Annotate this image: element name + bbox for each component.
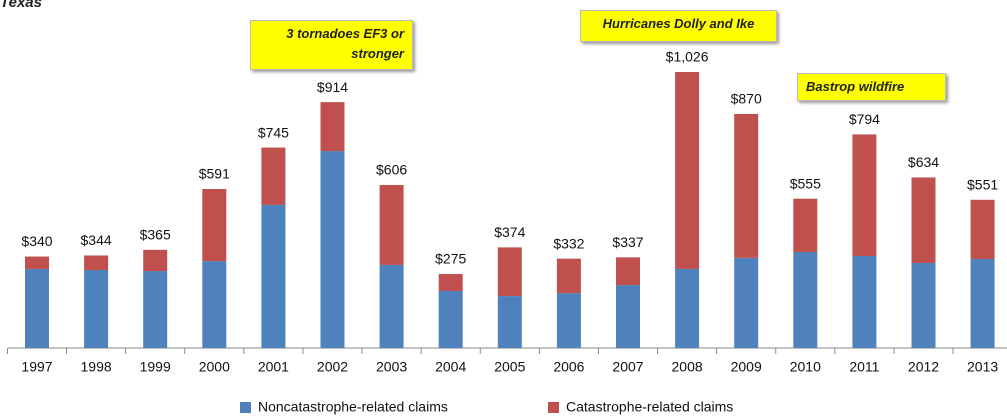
- bar-segment: [616, 257, 640, 286]
- bar-segment: [438, 274, 463, 291]
- x-tick-label: 2010: [790, 359, 821, 375]
- x-tick-label: 2001: [258, 359, 289, 375]
- total-label: $1,026: [666, 49, 709, 65]
- bar-segment: [25, 256, 49, 269]
- chart-title: Texas: [0, 0, 42, 11]
- x-tick-label: 1998: [81, 359, 112, 375]
- bar-segment: [261, 147, 286, 205]
- bar-segment: [793, 198, 818, 252]
- bar-segment: [497, 296, 522, 348]
- bar-segment: [84, 269, 109, 348]
- total-label: $606: [376, 162, 407, 178]
- bar-segment: [911, 262, 936, 348]
- bar-segment: [438, 290, 463, 348]
- total-label: $870: [731, 91, 762, 107]
- bar-segment: [202, 261, 227, 348]
- bar-segment: [556, 258, 581, 294]
- annotation: 3 tornadoes EF3 or stronger: [250, 20, 413, 70]
- x-tick-label: 2009: [731, 359, 762, 375]
- legend-label: Catastrophe-related claims: [566, 399, 733, 415]
- bar-segment: [675, 72, 700, 269]
- total-label: $365: [140, 227, 171, 243]
- x-tick-label: 2007: [612, 359, 643, 375]
- x-tick-label: 1997: [21, 359, 52, 375]
- total-label: $337: [612, 234, 643, 250]
- bar-segment: [320, 151, 345, 348]
- total-label: $555: [790, 175, 821, 191]
- legend-swatch: [548, 402, 559, 413]
- x-tick-label: 2002: [317, 359, 348, 375]
- x-tick-label: 2000: [199, 359, 230, 375]
- x-tick-label: 2005: [494, 359, 525, 375]
- legend-swatch: [240, 402, 251, 413]
- bar-segment: [84, 255, 109, 270]
- x-tick-label: 2004: [435, 359, 466, 375]
- legend-label: Noncatastrophe-related claims: [258, 399, 448, 415]
- bar-segment: [556, 293, 581, 348]
- total-label: $634: [908, 154, 939, 170]
- bar-segment: [379, 264, 404, 348]
- bar-segment: [793, 251, 818, 348]
- bar-segment: [970, 199, 995, 259]
- bar-segment: [911, 177, 936, 263]
- total-label: $275: [435, 251, 466, 267]
- bar-segment: [734, 113, 759, 258]
- bar-segment: [320, 102, 345, 152]
- x-tick-label: 2003: [376, 359, 407, 375]
- bar-segment: [25, 268, 49, 348]
- bar-segment: [852, 134, 877, 256]
- total-label: $551: [967, 176, 998, 192]
- x-tick-label: 2013: [967, 359, 998, 375]
- bar-segment: [852, 256, 877, 348]
- bar-segment: [202, 189, 227, 262]
- annotation: Bastrop wildfire: [797, 73, 946, 101]
- x-tick-label: 2012: [908, 359, 939, 375]
- x-tick-label: 2008: [672, 359, 703, 375]
- total-label: $340: [21, 233, 52, 249]
- bar-segment: [379, 184, 404, 265]
- total-label: $374: [494, 224, 525, 240]
- bar-segment: [970, 258, 995, 348]
- total-label: $745: [258, 124, 289, 140]
- total-label: $914: [317, 79, 348, 95]
- bar-segment: [616, 285, 640, 348]
- bar-segment: [143, 271, 168, 348]
- annotation: Hurricanes Dolly and Ike: [580, 10, 777, 42]
- bar-segment: [734, 257, 759, 348]
- total-label: $332: [553, 235, 584, 251]
- total-label: $344: [81, 232, 112, 248]
- bar-segment: [497, 247, 522, 297]
- x-tick-label: 1999: [140, 359, 171, 375]
- x-tick-label: 2006: [553, 359, 584, 375]
- bar-segment: [143, 249, 168, 272]
- total-label: $794: [849, 111, 880, 127]
- bar-segment: [675, 268, 700, 348]
- total-label: $591: [199, 166, 230, 182]
- bar-segment: [261, 204, 286, 348]
- x-tick-label: 2011: [849, 359, 879, 375]
